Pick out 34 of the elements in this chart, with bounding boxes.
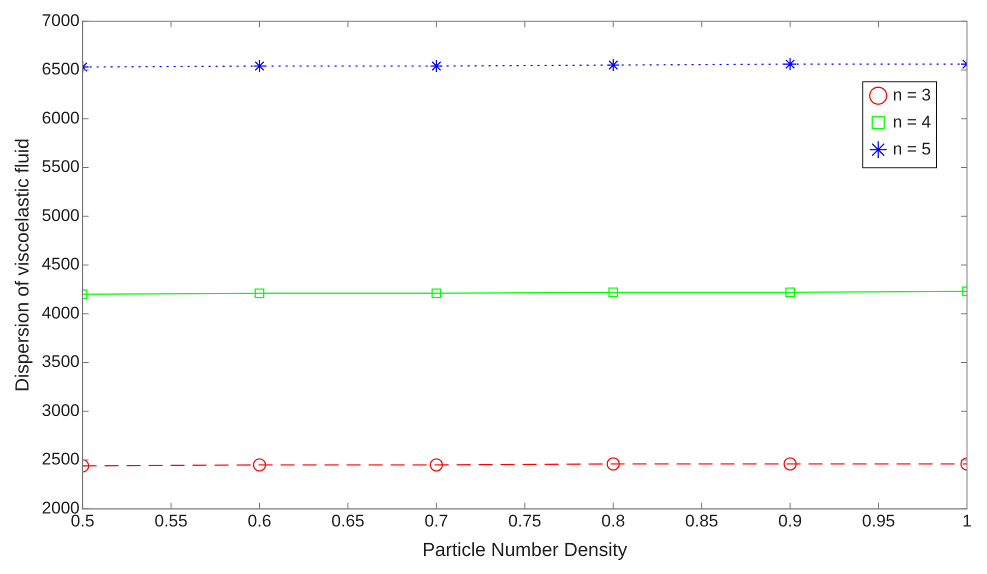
x-tick-label: 0.6 [248,512,272,531]
point [254,288,264,298]
point [252,458,266,472]
x-tick-label: 0.9 [778,512,802,531]
x-axis-title: Particle Number Density [422,540,628,561]
point [606,457,620,471]
y-tick-label: 7000 [42,10,80,30]
legend-label: n = 5 [892,139,932,158]
x-tick-label: 0.7 [424,512,448,531]
y-axis-title: Dispersion of viscoelastic fluid [12,138,34,392]
y-tick-label: 6000 [42,108,80,128]
y-tick-label: 3500 [42,352,80,372]
y-tick-label: 5500 [42,157,80,176]
y-tick-label: 6500 [42,60,80,79]
x-tick-label: 0.95 [862,512,896,531]
x-tick-label: 0.75 [508,512,542,531]
y-tick-label: 4500 [42,254,80,274]
x-tick-label: 1 [962,512,972,531]
y-tick-label: 4000 [42,303,80,322]
x-tick-label: 0.8 [601,512,626,531]
legend-label: n = 4 [892,112,932,132]
point [432,288,442,298]
y-tick-label: 3000 [42,400,80,420]
x-tick-label: 0.65 [331,512,364,531]
x-tick-label: 0.85 [685,512,718,531]
point [252,59,266,73]
point [606,58,620,72]
y-tick-label: 2500 [42,450,80,469]
point [608,287,618,298]
point [430,458,443,472]
point [430,59,443,73]
legend-label: n = 3 [892,85,932,104]
y-tick-label: 5000 [42,206,80,225]
x-tick-label: 0.55 [154,512,188,531]
